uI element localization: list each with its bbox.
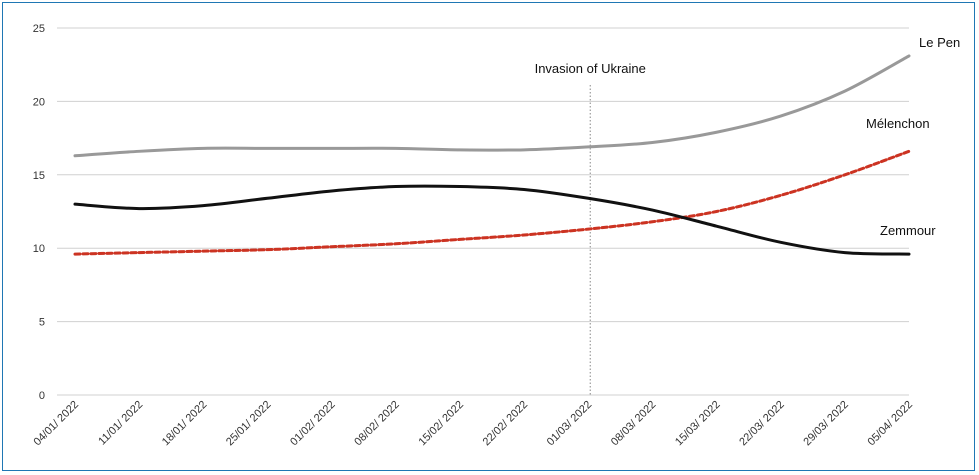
series-labels: Le Pen Mélenchon Zemmour (866, 35, 960, 238)
x-tick-label: 01/02/ 2022 (288, 399, 338, 449)
y-tick-label: 20 (33, 96, 45, 108)
y-tick-label: 10 (33, 243, 45, 255)
series-line-le-pen (73, 54, 911, 158)
x-tick-label: 29/03/ 2022 (801, 399, 851, 449)
annotations: Invasion of Ukraine (535, 61, 646, 395)
x-tick-label: 25/01/ 2022 (224, 399, 274, 449)
line-chart: 0 5 10 15 20 25 04/01/ 2022 11/01/ 2022 18/01/ … (32, 23, 961, 449)
series-label: Mélenchon (866, 116, 930, 131)
x-tick-label: 08/03/ 2022 (609, 399, 659, 449)
x-tick-label: 15/02/ 2022 (416, 399, 466, 449)
y-tick-label: 0 (39, 390, 45, 402)
y-tick-label: 25 (33, 23, 45, 35)
series (73, 54, 911, 256)
x-tick-label: 08/02/ 2022 (352, 399, 402, 449)
x-tick-label: 11/01/ 2022 (96, 399, 145, 448)
series-line-m-lenchon (73, 149, 911, 256)
x-tick-label: 05/04/ 2022 (866, 399, 916, 449)
y-axis-ticks: 0 5 10 15 20 25 (33, 23, 45, 402)
series-label: Zemmour (880, 223, 936, 238)
series-label: Le Pen (919, 35, 960, 50)
x-tick-label: 01/03/ 2022 (545, 399, 595, 449)
x-axis-ticks: 04/01/ 2022 11/01/ 2022 18/01/ 2022 25/01/ … (32, 399, 916, 449)
x-tick-label: 04/01/ 2022 (32, 399, 82, 449)
gridlines (57, 27, 909, 396)
series-line-zemmour (73, 184, 911, 256)
x-tick-label: 22/03/ 2022 (737, 399, 787, 449)
annotation-label: Invasion of Ukraine (535, 61, 646, 76)
y-tick-label: 5 (39, 317, 45, 329)
x-tick-label: 22/02/ 2022 (481, 399, 531, 449)
x-tick-label: 15/03/ 2022 (673, 399, 723, 449)
x-tick-label: 18/01/ 2022 (160, 399, 210, 449)
y-tick-label: 15 (33, 170, 45, 182)
